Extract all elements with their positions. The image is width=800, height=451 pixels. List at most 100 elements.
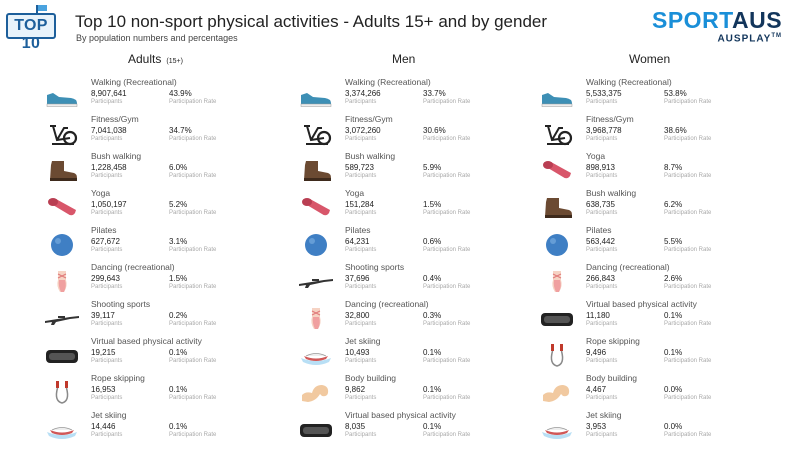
activity-row: Body building 4,467 0.0% Participants Partic… <box>539 373 789 410</box>
participants-label: Participants <box>345 358 377 364</box>
participants-value: 299,643 <box>91 274 120 283</box>
jetski-icon <box>298 344 334 368</box>
participants-label: Participants <box>586 321 618 327</box>
participation-rate-value: 1.5% <box>169 274 188 283</box>
participants-label: Participants <box>91 395 123 401</box>
mat-icon <box>539 159 575 183</box>
column-header-men: Men <box>392 52 415 66</box>
column-header-label: Women <box>629 52 671 66</box>
participants-label: Participants <box>586 99 618 105</box>
activity-row: Fitness/Gym 7,041,038 34.7% Participants Par… <box>44 114 294 151</box>
participants-label: Participants <box>91 99 123 105</box>
participation-rate-label: Participation Rate <box>423 136 471 142</box>
participation-rate-label: Participation Rate <box>169 321 217 327</box>
page-subtitle: By population numbers and percentages <box>76 33 238 43</box>
activity-name: Shooting sports <box>345 262 405 272</box>
participants-label: Participants <box>586 173 618 179</box>
participation-rate-label: Participation Rate <box>423 284 471 290</box>
logo-tm: TM <box>771 33 782 39</box>
activity-name: Walking (Recreational) <box>586 77 672 87</box>
activity-row: Shooting sports 39,117 0.2% Participants Par… <box>44 299 294 336</box>
participation-rate-label: Participation Rate <box>423 173 471 179</box>
activity-row: Rope skipping 16,953 0.1% Participants Parti… <box>44 373 294 410</box>
vr-icon <box>298 418 334 442</box>
participation-rate-value: 0.0% <box>664 385 683 394</box>
participation-rate-value: 0.6% <box>423 237 442 246</box>
activity-row: Yoga 1,050,197 5.2% Participants Participati… <box>44 188 294 225</box>
activity-row: Dancing (recreational) 32,800 0.3% Particip… <box>298 299 548 336</box>
column-header-women: Women <box>629 52 670 66</box>
participation-rate-value: 8.7% <box>664 163 683 172</box>
ballet-icon <box>539 270 575 294</box>
participation-rate-value: 3.1% <box>169 237 188 246</box>
activity-name: Bush walking <box>91 151 142 161</box>
activity-row: Body building 9,862 0.1% Participants Partic… <box>298 373 548 410</box>
participants-label: Participants <box>586 136 618 142</box>
activity-name: Pilates <box>345 225 371 235</box>
participants-value: 3,968,778 <box>586 126 622 135</box>
activity-name: Virtual based physical activity <box>586 299 697 309</box>
participants-value: 3,374,266 <box>345 89 381 98</box>
boot-icon <box>539 196 575 220</box>
participants-value: 5,533,375 <box>586 89 622 98</box>
activity-name: Fitness/Gym <box>586 114 634 124</box>
participation-rate-label: Participation Rate <box>169 247 217 253</box>
activity-row: Virtual based physical activity 19,215 0.1… <box>44 336 294 373</box>
participation-rate-label: Participation Rate <box>423 432 471 438</box>
jetski-icon <box>539 418 575 442</box>
rifle-icon <box>44 307 80 331</box>
activity-row: Virtual based physical activity 8,035 0.1%… <box>298 410 548 447</box>
participation-rate-label: Participation Rate <box>423 358 471 364</box>
bike-icon <box>298 122 334 146</box>
participation-rate-value: 33.7% <box>423 89 446 98</box>
participants-label: Participants <box>586 247 618 253</box>
activity-row: Bush walking 589,723 5.9% Participants Parti… <box>298 151 548 188</box>
participation-rate-label: Participation Rate <box>169 210 217 216</box>
participation-rate-value: 0.1% <box>423 385 442 394</box>
participation-rate-value: 6.2% <box>664 200 683 209</box>
participation-rate-label: Participation Rate <box>664 358 712 364</box>
participation-rate-label: Participation Rate <box>664 173 712 179</box>
participation-rate-value: 0.1% <box>169 385 188 394</box>
activity-row: Yoga 898,913 8.7% Participants Participation… <box>539 151 789 188</box>
participants-value: 638,735 <box>586 200 615 209</box>
participation-rate-label: Participation Rate <box>169 358 217 364</box>
participation-rate-label: Participation Rate <box>664 432 712 438</box>
activity-name: Pilates <box>586 225 612 235</box>
participants-label: Participants <box>91 210 123 216</box>
flag-icon <box>36 5 47 17</box>
activity-row: Dancing (recreational) 299,643 1.5% Partici… <box>44 262 294 299</box>
activity-name: Rope skipping <box>586 336 640 346</box>
participation-rate-value: 43.9% <box>169 89 192 98</box>
participants-value: 37,696 <box>345 274 370 283</box>
activity-name: Bush walking <box>586 188 637 198</box>
activity-name: Pilates <box>91 225 117 235</box>
activity-name: Yoga <box>586 151 606 161</box>
top10-badge: TOP 10 <box>6 5 56 52</box>
participation-rate-label: Participation Rate <box>664 321 712 327</box>
activity-name: Jet skiing <box>586 410 622 420</box>
mat-icon <box>44 196 80 220</box>
participants-value: 7,041,038 <box>91 126 127 135</box>
logo-aus: AUS <box>732 7 783 33</box>
participants-value: 10,493 <box>345 348 370 357</box>
participation-rate-value: 0.4% <box>423 274 442 283</box>
participants-value: 3,072,260 <box>345 126 381 135</box>
participation-rate-value: 2.6% <box>664 274 683 283</box>
participation-rate-value: 0.1% <box>169 348 188 357</box>
arm-icon <box>298 381 334 405</box>
activity-name: Dancing (recreational) <box>91 262 175 272</box>
participation-rate-value: 0.1% <box>664 348 683 357</box>
participants-label: Participants <box>345 284 377 290</box>
boot-icon <box>298 159 334 183</box>
activity-name: Yoga <box>91 188 111 198</box>
shoe-icon <box>298 85 334 109</box>
activity-name: Virtual based physical activity <box>345 410 456 420</box>
participation-rate-label: Participation Rate <box>664 247 712 253</box>
participation-rate-label: Participation Rate <box>423 210 471 216</box>
activity-row: Pilates 64,231 0.6% Participants Participati… <box>298 225 548 262</box>
badge-text: TOP 10 <box>14 17 48 52</box>
participation-rate-label: Participation Rate <box>423 247 471 253</box>
participation-rate-value: 38.6% <box>664 126 687 135</box>
column-women: Women Walking (Recreational) 5,533,375 53.… <box>539 52 789 447</box>
